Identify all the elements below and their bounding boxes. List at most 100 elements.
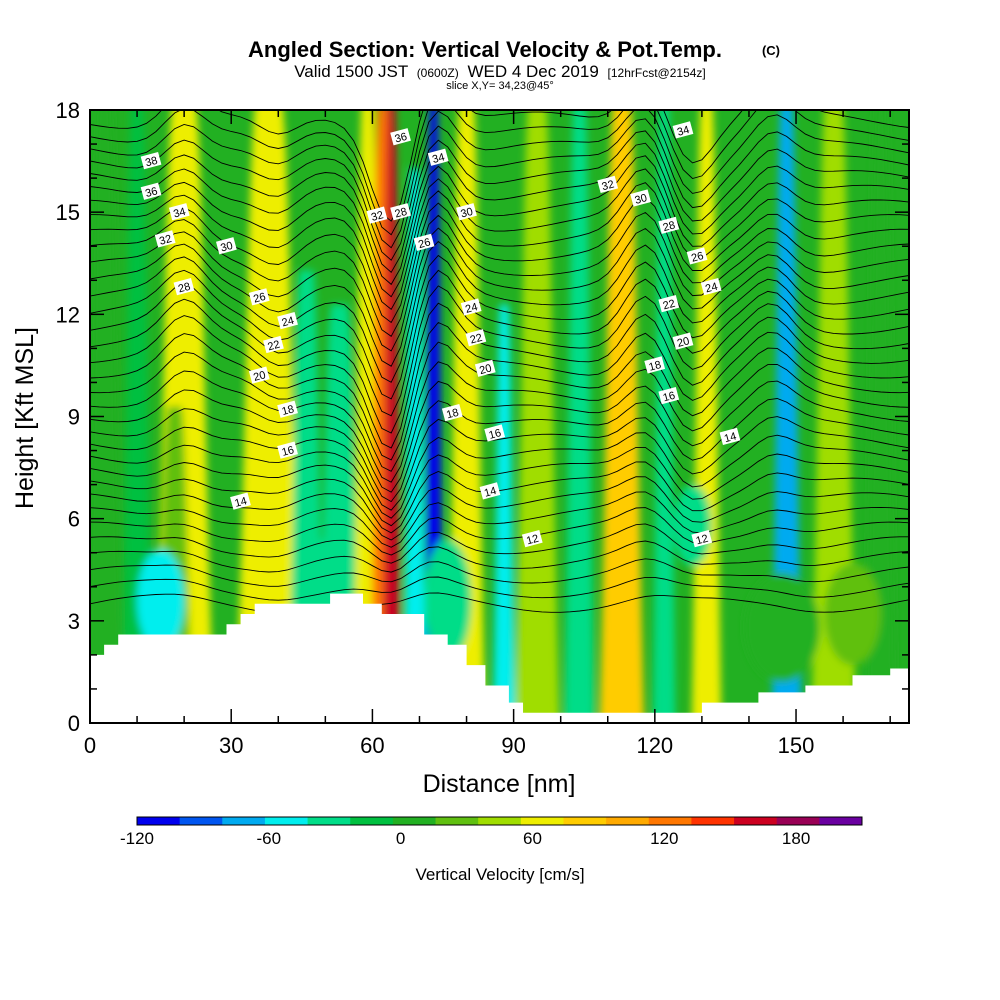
- x-axis-label: Distance [nm]: [423, 770, 576, 798]
- isentrope-8: [90, 461, 909, 534]
- chart-title: Angled Section: Vertical Velocity & Pot.…: [248, 37, 722, 62]
- isentrope-27: [90, 155, 909, 298]
- y-tick-label: 12: [56, 302, 80, 327]
- svg-text:34: 34: [676, 124, 691, 139]
- isentrope-31: [90, 110, 909, 249]
- svg-text:16: 16: [662, 390, 677, 405]
- isentrope-9: [90, 446, 909, 527]
- contour-label-14: 14: [230, 492, 251, 510]
- isentrope-24: [90, 196, 909, 337]
- isentrope-15: [90, 341, 909, 472]
- isentrope-16: [90, 321, 909, 461]
- isentrope-21: [90, 240, 909, 383]
- contour-label-34: 34: [672, 121, 694, 139]
- colorbar-swatch: [179, 817, 223, 825]
- isentrope-30: [90, 118, 909, 261]
- colorbar-swatch: [478, 817, 522, 825]
- svg-text:22: 22: [662, 298, 677, 313]
- subtitle-valid: Valid 1500 JST: [294, 62, 408, 81]
- svg-text:14: 14: [233, 495, 248, 510]
- colorbar-swatch: [392, 817, 437, 825]
- terrain-mask: [90, 593, 909, 723]
- contour-label-14: 14: [479, 482, 501, 500]
- isentrope-20: [90, 254, 909, 400]
- velocity-column-15: [564, 110, 595, 723]
- svg-text:28: 28: [662, 219, 677, 234]
- x-tick-label: 0: [84, 733, 96, 758]
- svg-text:20: 20: [478, 362, 493, 377]
- contour-labels: 38 36 34 32 30 28 26 24 22 20 18 16 14 36 34 32 28 26 30 24…: [140, 121, 741, 548]
- svg-text:30: 30: [219, 240, 234, 255]
- svg-text:34: 34: [431, 151, 446, 166]
- subtitle-zulu: (0600Z): [417, 66, 459, 80]
- svg-text:24: 24: [704, 281, 719, 296]
- contour-label-20: 20: [672, 332, 694, 350]
- x-tick-label: 90: [501, 733, 525, 758]
- contour-label-24: 24: [700, 278, 722, 296]
- colorbar-swatch: [435, 817, 479, 825]
- colorbar: [136, 816, 863, 826]
- svg-text:36: 36: [144, 185, 159, 200]
- contour-label-16: 16: [484, 424, 506, 442]
- y-tick-label: 6: [68, 507, 80, 532]
- svg-text:12: 12: [695, 533, 710, 548]
- svg-text:16: 16: [280, 444, 295, 459]
- colorbar-swatch: [776, 817, 820, 825]
- isentrope-23: [90, 211, 909, 352]
- contour-label-24: 24: [277, 312, 298, 329]
- svg-text:28: 28: [393, 206, 408, 221]
- colorbar-swatch: [691, 817, 735, 825]
- contour-label-38: 38: [140, 152, 162, 170]
- velocity-blob-5: [824, 562, 881, 666]
- svg-text:32: 32: [370, 209, 385, 224]
- y-tick-labels: 0 3 6 9 12 15 18: [56, 98, 80, 736]
- svg-text:30: 30: [633, 192, 648, 207]
- colorbar-tick-label: 120: [650, 829, 678, 848]
- isentrope-14: [90, 361, 909, 483]
- contour-label-26: 26: [248, 288, 270, 306]
- colorbar-swatch: [819, 817, 863, 825]
- chart-slice-info: slice X,Y= 34,23@45°: [446, 80, 554, 92]
- x-tick-labels: 0 30 60 90 120 150: [84, 733, 815, 758]
- svg-text:26: 26: [252, 291, 267, 306]
- contour-label-18: 18: [644, 356, 666, 374]
- svg-text:32: 32: [601, 178, 616, 193]
- subtitle-date: WED 4 Dec 2019: [467, 62, 598, 81]
- contour-label-22: 22: [263, 335, 284, 353]
- velocity-column-19: [771, 110, 802, 723]
- isentrope-4: [90, 523, 909, 564]
- colorbar-tick-labels: -120 -60 0 60 120 180: [120, 829, 810, 848]
- colorbar-swatch: [520, 817, 564, 825]
- velocity-column-17: [653, 110, 676, 723]
- contour-label-12: 12: [691, 530, 713, 548]
- colorbar-label: Vertical Velocity [cm/s]: [415, 865, 584, 884]
- isentrope-17: [90, 302, 909, 449]
- isentrope-32: [90, 110, 909, 236]
- velocity-column-18: [691, 110, 722, 723]
- svg-text:22: 22: [469, 332, 484, 347]
- isentrope-11: [90, 416, 909, 511]
- contour-label-16: 16: [658, 387, 680, 405]
- svg-text:18: 18: [280, 403, 295, 418]
- svg-text:20: 20: [676, 335, 691, 350]
- isentrope-0: [90, 592, 909, 614]
- contour-label-36: 36: [390, 128, 411, 146]
- svg-text:24: 24: [464, 301, 479, 316]
- svg-text:26: 26: [417, 236, 432, 251]
- svg-text:38: 38: [144, 155, 159, 170]
- contour-label-18: 18: [277, 400, 298, 418]
- contour-label-36: 36: [140, 182, 162, 200]
- colorbar-swatch: [222, 817, 266, 825]
- contour-label-32: 32: [366, 206, 388, 224]
- contour-label-32: 32: [154, 230, 176, 248]
- axis-ticks: [89, 109, 909, 724]
- svg-text:18: 18: [445, 407, 460, 422]
- velocity-column-13: [493, 304, 516, 723]
- isentrope-7: [90, 476, 909, 541]
- contour-label-20: 20: [248, 366, 270, 384]
- contour-label-18: 18: [441, 404, 463, 422]
- isentrope-3: [90, 540, 909, 573]
- isentrope-1: [90, 576, 909, 601]
- isentrope-5: [90, 507, 909, 556]
- svg-text:32: 32: [158, 233, 173, 248]
